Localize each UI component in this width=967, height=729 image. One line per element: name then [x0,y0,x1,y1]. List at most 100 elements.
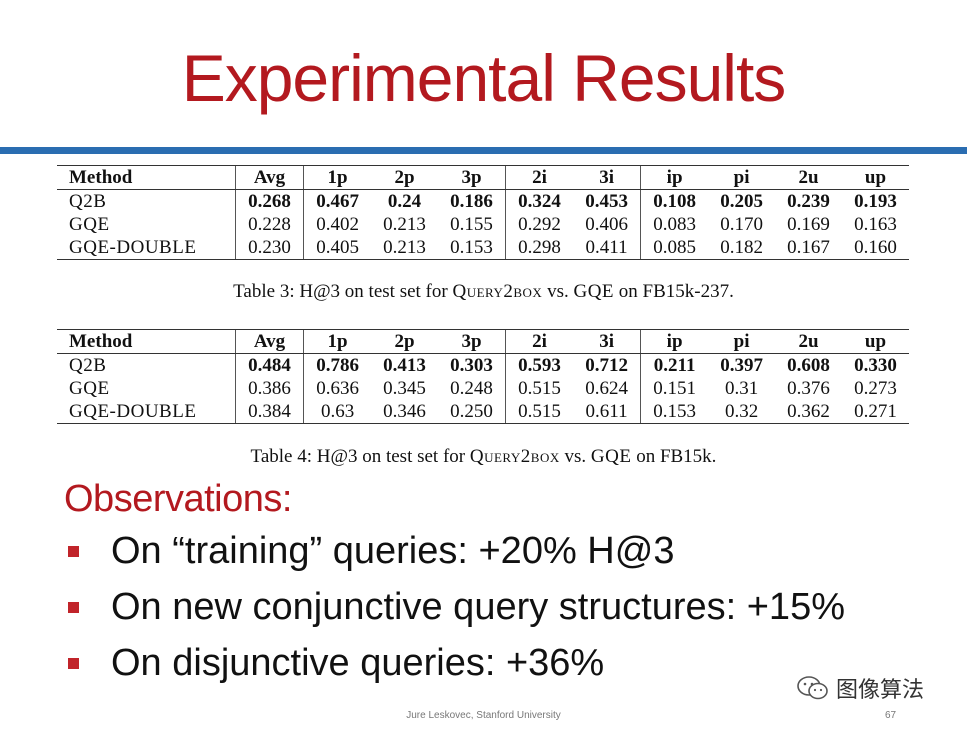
bullet-square-icon [68,546,79,557]
bullet-text: On “training” queries: +20% H@3 [111,530,675,572]
value-cell: 0.160 [841,236,909,260]
value-cell: 0.271 [841,400,909,424]
value-cell: 0.405 [303,236,372,260]
method-cell: GQE [69,378,110,399]
header-3p: 3p [438,165,506,190]
header-ip: ip [640,165,709,190]
table-row: GQE 0.228 0.402 0.213 0.155 0.292 0.406 … [57,213,909,236]
caption-text: Table 3: H@3 on test set for [233,281,453,302]
table-header-row: Method Avg 1p 2p 3p 2i 3i ip pi 2u up [57,329,909,354]
value-cell: 0.593 [505,353,574,377]
observations-list: On “training” queries: +20% H@3 On new c… [64,530,967,698]
caption-text: vs. [542,281,574,302]
value-cell: 0.170 [720,214,763,235]
value-cell: 0.153 [640,400,709,424]
header-method: Method [57,329,236,354]
value-cell: 0.186 [450,191,493,212]
bullet-square-icon [68,658,79,669]
value-cell: 0.228 [234,213,304,236]
value-cell: 0.413 [383,355,426,376]
list-item: On disjunctive queries: +36% [64,642,967,698]
value-cell: 0.636 [303,377,372,400]
header-1p: 1p [303,165,372,190]
caption-model-name: Query2box [469,446,560,467]
value-cell: 0.230 [234,236,304,260]
value-cell: 0.324 [505,189,574,213]
header-method: Method [57,165,236,190]
value-cell: 0.167 [775,236,842,260]
value-cell: 0.345 [383,378,426,399]
watermark: 图像算法 [796,672,924,704]
value-cell: 0.213 [383,214,426,235]
value-cell: 0.151 [640,377,709,400]
value-cell: 0.248 [450,378,493,399]
table-caption-3: Table 3: H@3 on test set for Query2box v… [0,281,967,303]
value-cell: 0.467 [303,189,372,213]
value-cell: 0.515 [505,377,574,400]
results-table-fb15k: Method Avg 1p 2p 3p 2i 3i ip pi 2u up Q2… [57,329,909,424]
value-cell: 0.386 [234,377,304,400]
value-cell: 0.330 [854,355,897,376]
value-cell: 0.268 [234,189,304,213]
caption-text: vs. [559,446,591,467]
value-cell: 0.608 [787,355,830,376]
value-cell: 0.083 [640,213,709,236]
caption-model-name: GQE [590,446,632,467]
value-cell: 0.402 [303,213,372,236]
value-cell: 0.32 [708,400,776,424]
value-cell: 0.193 [854,191,897,212]
header-2p: 2p [371,165,438,190]
table-header-row: Method Avg 1p 2p 3p 2i 3i ip pi 2u up [57,165,909,190]
value-cell: 0.169 [787,214,830,235]
watermark-text: 图像算法 [836,678,925,703]
slide-footer: Jure Leskovec, Stanford University [406,710,561,721]
method-cell: Q2B [69,355,107,376]
value-cell: 0.085 [640,236,709,260]
observations-heading: Observations: [64,478,292,520]
header-pi: pi [708,329,776,354]
value-cell: 0.384 [234,400,304,424]
header-2i: 2i [505,165,574,190]
header-2i: 2i [505,329,574,354]
value-cell: 0.411 [573,236,641,260]
value-cell: 0.376 [787,378,830,399]
value-cell: 0.182 [708,236,776,260]
value-cell: 0.239 [787,191,830,212]
table-row: GQE-DOUBLE 0.384 0.63 0.346 0.250 0.515 … [57,400,909,424]
caption-model-name: Query2box [452,281,543,302]
table-row: Q2B 0.268 0.467 0.24 0.186 0.324 0.453 0… [57,189,909,213]
header-2u: 2u [775,329,842,354]
value-cell: 0.362 [775,400,842,424]
value-cell: 0.250 [438,400,506,424]
caption-text: Table 4: H@3 on test set for [250,446,470,467]
value-cell: 0.303 [450,355,493,376]
table-row: GQE 0.386 0.636 0.345 0.248 0.515 0.624 … [57,377,909,400]
method-cell: GQE-DOUBLE [57,400,236,424]
caption-text: on FB15k. [631,446,717,467]
bullet-text: On disjunctive queries: +36% [111,642,605,684]
value-cell: 0.24 [387,191,422,212]
header-2p: 2p [371,329,438,354]
wechat-icon [797,676,828,700]
title-rule [0,147,967,154]
header-3i: 3i [573,165,641,190]
bullet-square-icon [68,602,79,613]
value-cell: 0.163 [854,214,897,235]
value-cell: 0.108 [640,189,709,213]
page-number: 67 [885,710,897,721]
value-cell: 0.611 [573,400,641,424]
value-cell: 0.213 [371,236,438,260]
header-avg: Avg [234,329,304,354]
value-cell: 0.624 [585,378,628,399]
value-cell: 0.292 [505,213,574,236]
slide-title: Experimental Results [181,41,787,115]
table-row: GQE-DOUBLE 0.230 0.405 0.213 0.153 0.298… [57,236,909,260]
caption-text: on FB15k-237. [614,281,734,302]
value-cell: 0.298 [505,236,574,260]
list-item: On new conjunctive query structures: +15… [64,586,967,642]
value-cell: 0.205 [720,191,763,212]
bullet-text: On new conjunctive query structures: +15… [111,586,845,628]
value-cell: 0.346 [371,400,438,424]
method-cell: GQE-DOUBLE [57,236,236,260]
